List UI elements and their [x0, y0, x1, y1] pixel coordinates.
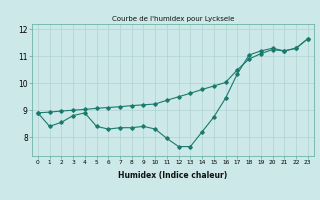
Title: Courbe de l'humidex pour Lycksele: Courbe de l'humidex pour Lycksele — [112, 16, 234, 22]
X-axis label: Humidex (Indice chaleur): Humidex (Indice chaleur) — [118, 171, 228, 180]
